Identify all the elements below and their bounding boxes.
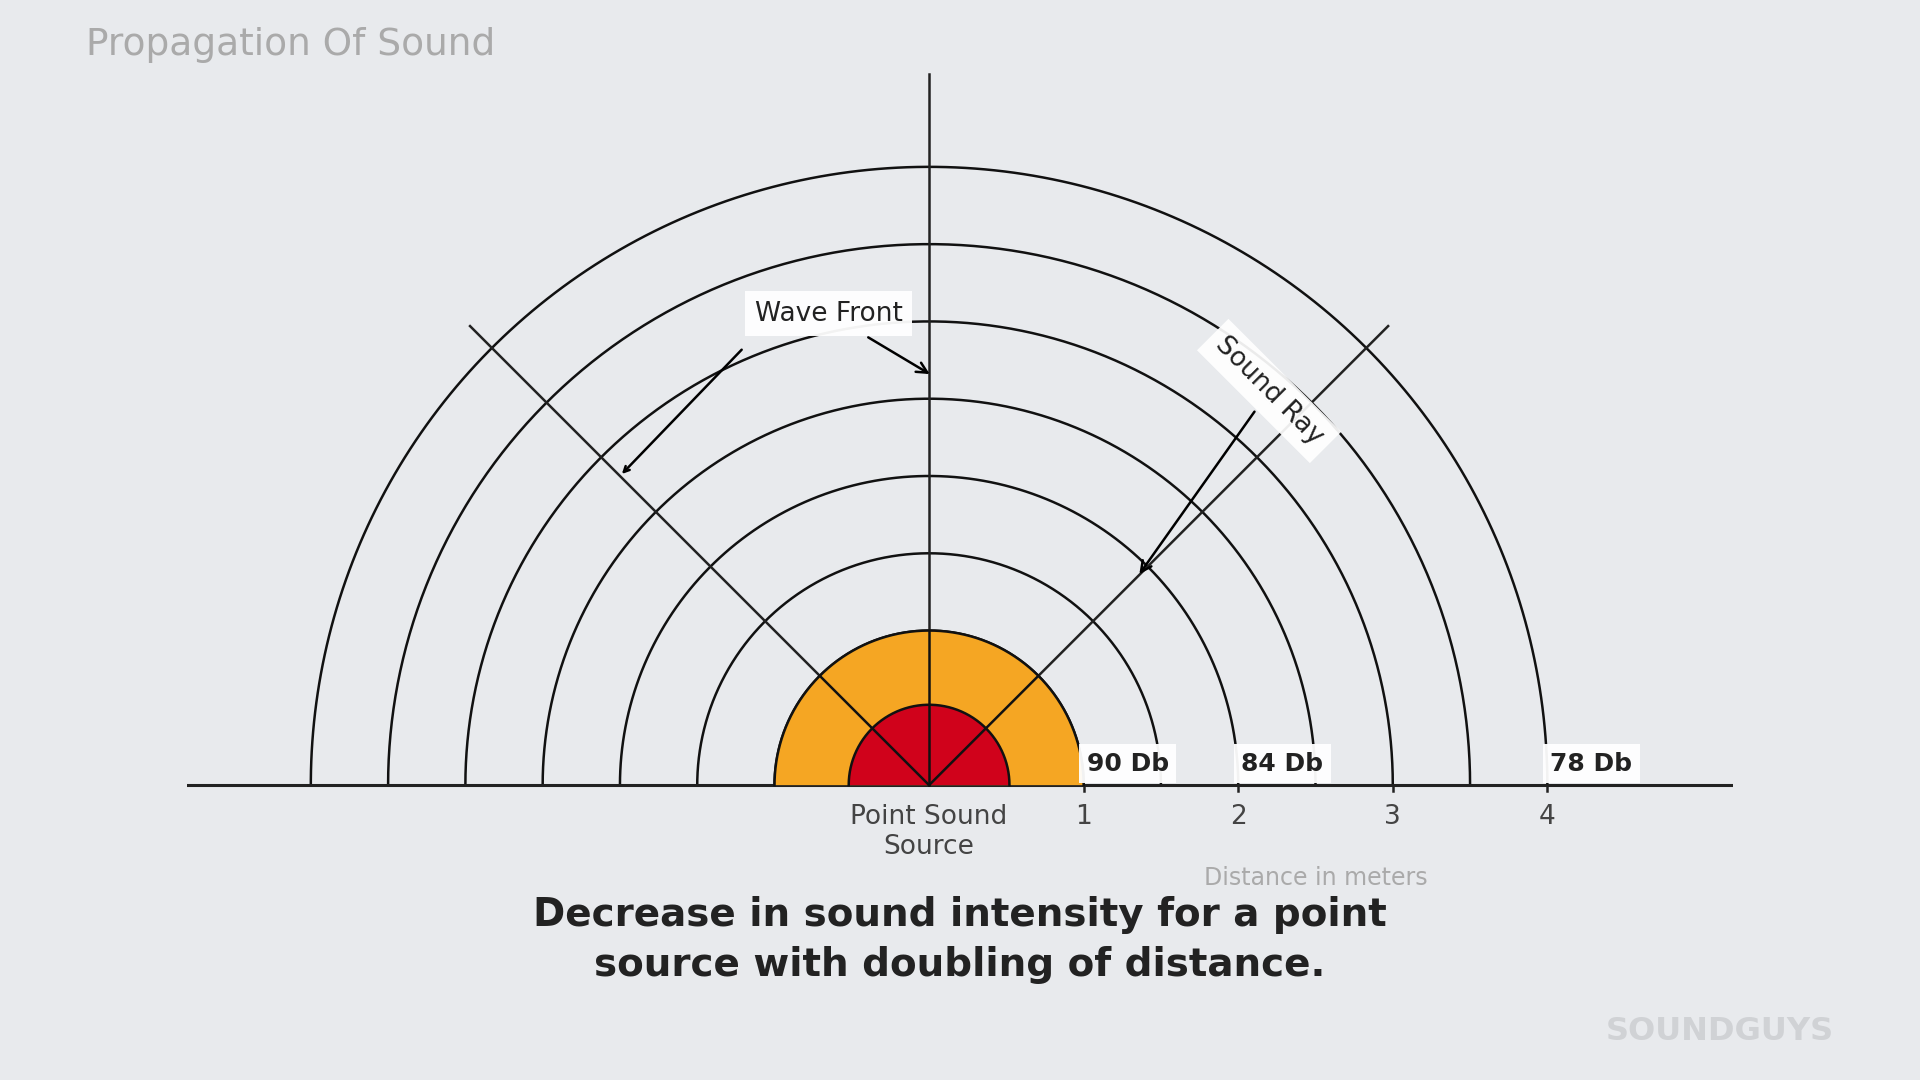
Polygon shape bbox=[774, 631, 1083, 785]
Text: 78 Db: 78 Db bbox=[1551, 752, 1632, 775]
Text: Point Sound
Source: Point Sound Source bbox=[851, 804, 1008, 860]
Text: Sound Ray: Sound Ray bbox=[1140, 332, 1329, 572]
Text: 2: 2 bbox=[1231, 804, 1246, 829]
Text: 3: 3 bbox=[1384, 804, 1402, 829]
Text: SOUNDGUYS: SOUNDGUYS bbox=[1605, 1016, 1834, 1047]
Text: Decrease in sound intensity for a point
source with doubling of distance.: Decrease in sound intensity for a point … bbox=[534, 895, 1386, 984]
Text: 1: 1 bbox=[1075, 804, 1092, 829]
Text: Distance in meters: Distance in meters bbox=[1204, 865, 1427, 890]
Text: 90 Db: 90 Db bbox=[1087, 752, 1169, 775]
Text: 84 Db: 84 Db bbox=[1242, 752, 1323, 775]
Text: Propagation Of Sound: Propagation Of Sound bbox=[86, 27, 495, 63]
Polygon shape bbox=[849, 705, 1010, 785]
Text: Wave Front: Wave Front bbox=[755, 300, 927, 373]
Text: 4: 4 bbox=[1540, 804, 1555, 829]
